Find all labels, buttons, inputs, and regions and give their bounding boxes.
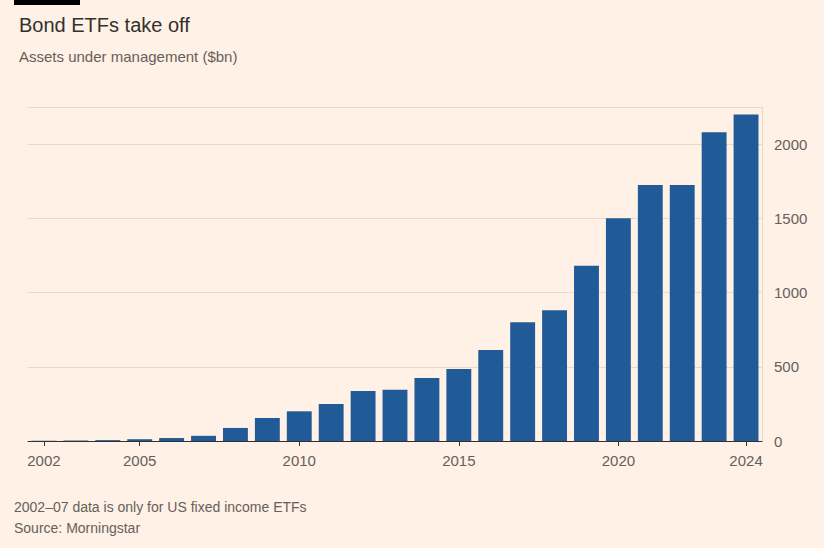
svg-text:Assets under management ($bn): Assets under management ($bn) bbox=[19, 48, 237, 65]
svg-text:2010: 2010 bbox=[283, 452, 316, 469]
svg-text:2024: 2024 bbox=[729, 452, 762, 469]
svg-text:0: 0 bbox=[774, 433, 782, 450]
svg-text:Source: Morningstar: Source: Morningstar bbox=[14, 520, 140, 536]
svg-text:1500: 1500 bbox=[774, 210, 807, 227]
svg-text:2020: 2020 bbox=[602, 452, 635, 469]
svg-text:Bond ETFs take off: Bond ETFs take off bbox=[19, 14, 190, 36]
svg-text:500: 500 bbox=[774, 358, 799, 375]
svg-text:2000: 2000 bbox=[774, 136, 807, 153]
svg-text:2005: 2005 bbox=[123, 452, 156, 469]
svg-text:2002–07 data is only for US fi: 2002–07 data is only for US fixed income… bbox=[14, 499, 307, 515]
svg-text:2002: 2002 bbox=[27, 452, 60, 469]
svg-text:1000: 1000 bbox=[774, 284, 807, 301]
svg-text:2015: 2015 bbox=[442, 452, 475, 469]
